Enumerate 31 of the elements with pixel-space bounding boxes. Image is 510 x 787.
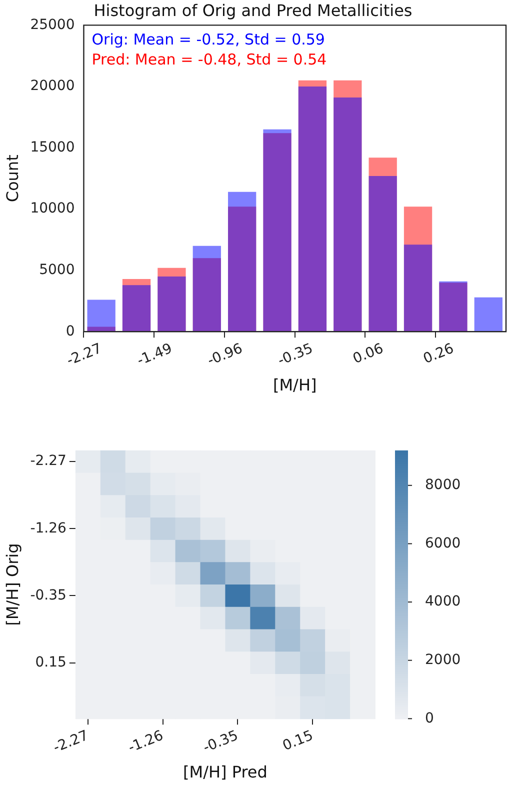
y-axis-title: Count: [2, 154, 22, 202]
x-tick-label: 0.06: [350, 340, 386, 368]
y-tick-label: 25000: [30, 16, 75, 33]
x-axis-title: [M/H]: [273, 376, 317, 395]
y-tick-label: -0.35: [30, 587, 66, 604]
color-bar-label: 6000: [425, 535, 461, 552]
y-tick-label: 15000: [30, 139, 75, 156]
annotation: Orig: Mean = -0.52, Std = 0.59: [92, 30, 325, 49]
annotation: Pred: Mean = -0.48, Std = 0.54: [92, 50, 327, 69]
x-tick-label: -0.96: [205, 340, 246, 370]
y-tick-label: 5000: [39, 262, 75, 278]
color-bar-label: 2000: [425, 652, 461, 668]
y-tick-label: 0: [66, 323, 75, 340]
y-tick-label: -1.26: [30, 520, 67, 536]
x-axis-title: [M/H] Pred: [183, 762, 268, 782]
color-bar-label: 8000: [425, 477, 461, 494]
color-bar-label: 0: [425, 710, 434, 726]
x-tick-label: -0.35: [276, 340, 316, 370]
x-tick-label: -1.49: [134, 340, 175, 370]
chart-title: Histogram of Orig and Pred Metallicities: [94, 0, 412, 20]
x-tick-label: -2.27: [64, 340, 104, 370]
x-tick-label: 0.15: [280, 728, 316, 754]
x-tick-label: 0.26: [421, 340, 456, 368]
y-axis-title: [M/H] Orig: [2, 543, 22, 626]
y-tick-label: 20000: [30, 78, 75, 94]
x-tick-label: -1.26: [126, 728, 166, 756]
color-bar-label: 4000: [425, 594, 461, 610]
y-tick-label: 10000: [30, 200, 75, 217]
y-tick-label: -2.27: [30, 453, 66, 470]
y-tick-label: 0.15: [35, 654, 66, 670]
x-tick-label: -0.35: [200, 728, 241, 756]
